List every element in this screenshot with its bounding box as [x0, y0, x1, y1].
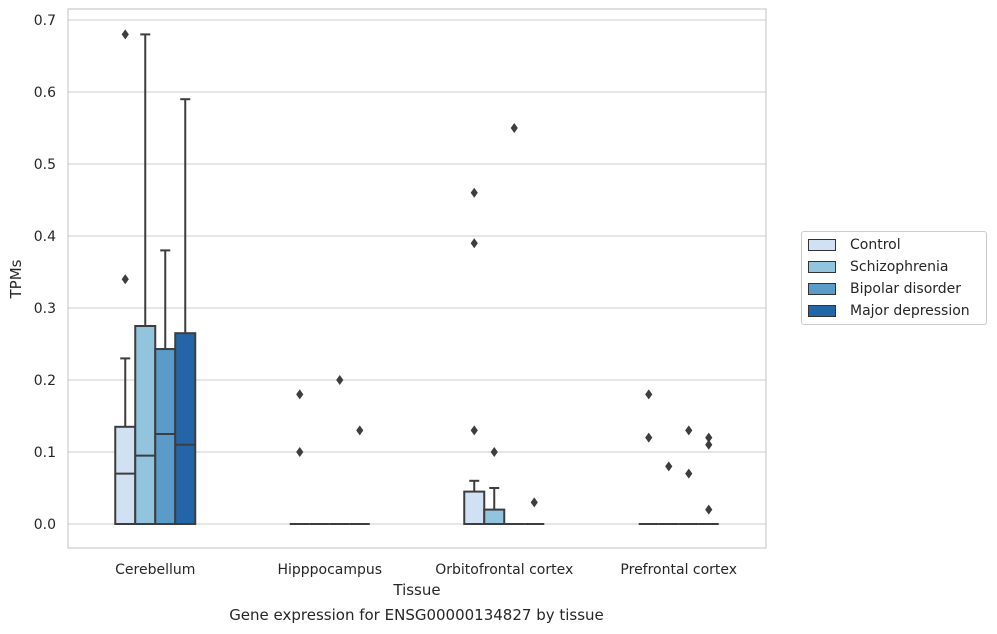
y-tick-label: 0.3	[34, 301, 56, 317]
legend-item-control: Control	[808, 236, 901, 254]
outlier-point	[121, 29, 129, 40]
box-major-depression	[698, 432, 719, 525]
legend-swatch-major-depression	[808, 305, 836, 317]
box-schizophrenia	[134, 33, 157, 525]
outlier-point	[645, 432, 653, 443]
x-axis-label: Tissue	[392, 581, 440, 599]
outlier-point	[356, 425, 364, 436]
outlier-point	[530, 497, 538, 508]
box-body	[154, 348, 177, 526]
legend-item-major-depression: Major depression	[808, 302, 970, 320]
legend-label-major-depression: Major depression	[850, 303, 970, 319]
box-schizophrenia	[483, 447, 506, 526]
legend: Control Schizophrenia Bipolar disorder M…	[801, 231, 987, 325]
outlier-point	[336, 375, 344, 385]
x-tick-label: Cerebellum	[115, 562, 195, 578]
outlier-point	[470, 425, 478, 436]
x-tick-label: Hipppocampus	[277, 562, 382, 578]
x-tick-label: Prefrontal cortex	[620, 562, 737, 578]
box-body	[134, 325, 157, 525]
legend-swatch-schizophrenia	[808, 261, 836, 273]
box-schizophrenia	[658, 461, 679, 525]
box-bipolar-disorder	[504, 123, 525, 525]
legend-label-schizophrenia: Schizophrenia	[850, 259, 949, 275]
box-control	[289, 389, 310, 525]
box-body	[463, 490, 486, 526]
legend-swatch-control	[808, 239, 836, 251]
outlier-point	[665, 461, 673, 472]
box-body	[483, 508, 506, 526]
outlier-point	[490, 447, 498, 457]
y-tick-label: 0.6	[34, 85, 56, 101]
box-series	[114, 29, 719, 526]
outlier-point	[296, 447, 304, 457]
y-axis-ticks: 0.0 0.1 0.2 0.3 0.4 0.5 0.6 0.7	[34, 13, 56, 533]
outlier-point	[470, 238, 478, 249]
box-major-depression	[349, 425, 370, 525]
legend-item-schizophrenia: Schizophrenia	[808, 258, 948, 276]
box-bipolar-disorder	[678, 425, 699, 525]
box-bipolar-disorder	[329, 375, 350, 525]
box-major-depression	[524, 497, 545, 525]
outlier-point	[685, 425, 693, 436]
box-major-depression	[174, 98, 197, 526]
outlier-point	[705, 439, 713, 450]
box-control	[638, 389, 659, 525]
box-body	[114, 425, 137, 525]
legend-swatch-bipolar-disorder	[808, 283, 836, 295]
box-control	[114, 29, 137, 525]
y-tick-label: 0.2	[34, 373, 56, 389]
outlier-point	[685, 468, 693, 479]
legend-label-bipolar-disorder: Bipolar disorder	[850, 281, 962, 297]
box-body	[174, 332, 197, 526]
outlier-point	[645, 389, 653, 400]
y-tick-label: 0.7	[34, 13, 56, 29]
outlier-point	[705, 432, 713, 443]
x-axis-ticks: Cerebellum Hipppocampus Orbitofrontal cort…	[115, 562, 737, 578]
y-tick-label: 0.5	[34, 157, 56, 173]
legend-item-bipolar-disorder: Bipolar disorder	[808, 280, 961, 298]
legend-label-control: Control	[850, 237, 901, 253]
figure-caption: Gene expression for ENSG00000134827 by t…	[229, 606, 604, 624]
outlier-point	[121, 274, 129, 285]
x-tick-label: Orbitofrontal cortex	[435, 562, 573, 578]
outlier-point	[470, 187, 478, 198]
plot-frame	[67, 8, 767, 549]
y-tick-label: 0.4	[34, 229, 56, 245]
outlier-point	[296, 389, 304, 400]
y-tick-label: 0.0	[34, 517, 56, 533]
y-tick-label: 0.1	[34, 445, 56, 461]
box-bipolar-disorder	[154, 249, 177, 526]
outlier-point	[705, 504, 713, 515]
outlier-point	[510, 123, 518, 133]
y-axis-label: TPMs	[7, 259, 25, 299]
box-control	[463, 187, 486, 526]
